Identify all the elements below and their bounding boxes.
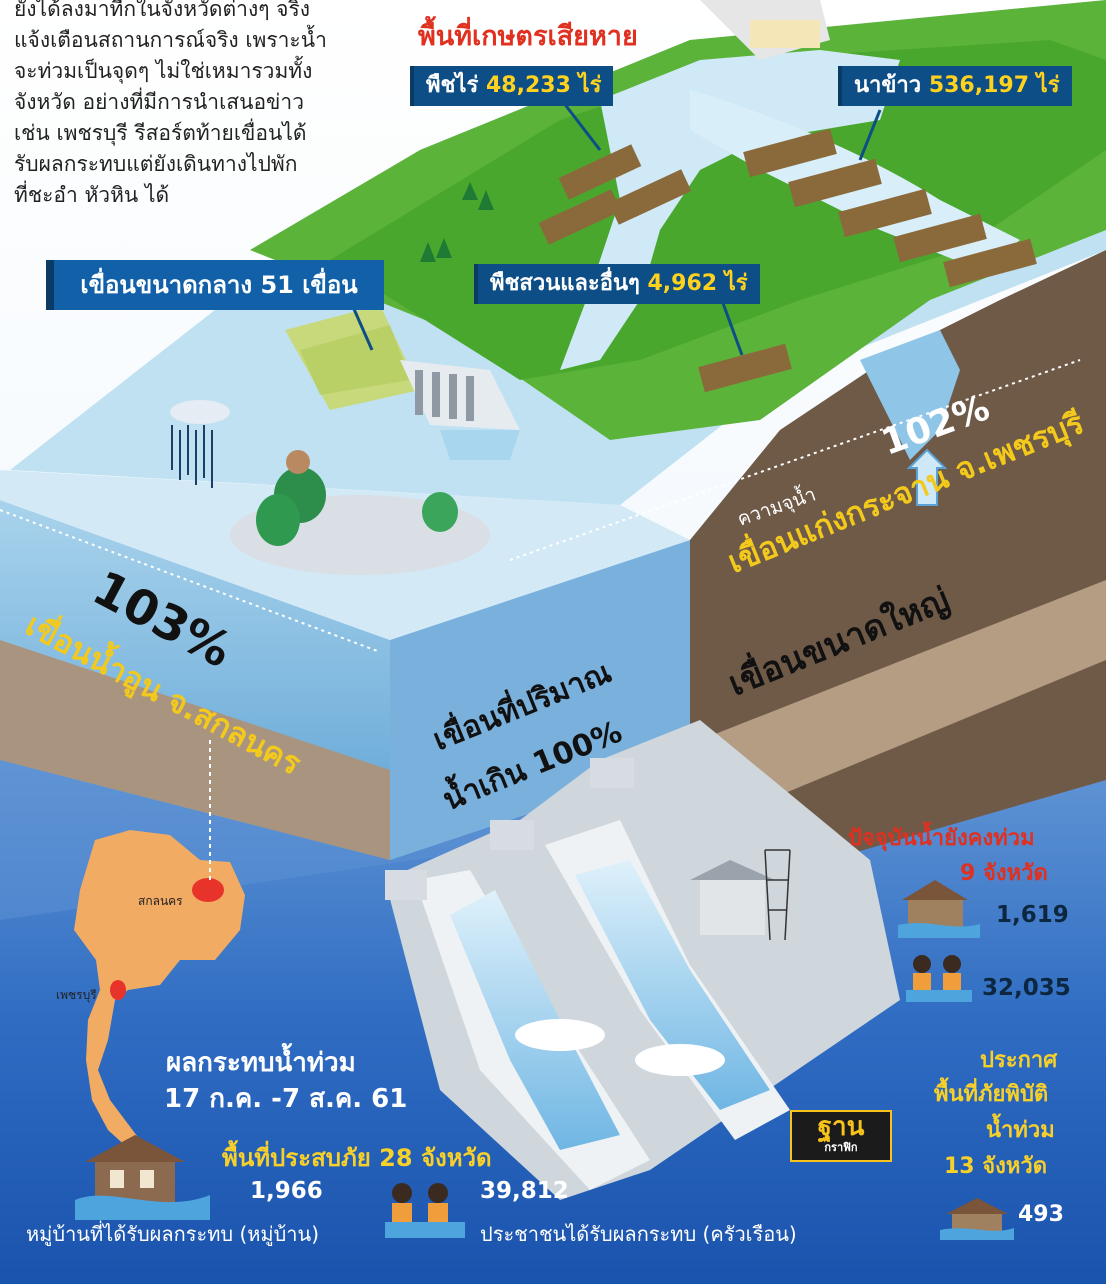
logo-sub: กราฟิก — [824, 1141, 858, 1154]
impact-title: ผลกระทบน้ำท่วม — [166, 1048, 356, 1078]
households-label: ประชาชนได้รับผลกระทบ (ครัวเรือน) — [480, 1222, 797, 1246]
current-houses-value: 1,619 — [996, 902, 1069, 928]
orchard-value: 4,962 ไร่ — [647, 271, 748, 296]
agri-damage-heading: พื้นที่เกษตรเสียหาย — [418, 21, 638, 52]
intro-line: เช่น เพชรบุรี รีสอร์ตท้ายเขื่อนได้ — [14, 121, 307, 145]
field-crops-value: 48,233 ไร่ — [486, 73, 602, 98]
declared-line4: 13 จังหวัด — [944, 1154, 1048, 1179]
thansettakij-logo: ฐาน กราฟิก — [790, 1110, 892, 1162]
intro-line: แจ้งเตือนสถานการณ์จริง เพราะน้ำ — [14, 28, 327, 52]
field-crops-tag: พืชไร่ 48,233 ไร่ — [410, 66, 614, 106]
rice-value: 536,197 ไร่ — [928, 73, 1060, 98]
rice-tag: นาข้าว 536,197 ไร่ — [838, 66, 1072, 106]
orchard-tag: พืชสวนและอื่นๆ 4,962 ไร่ — [474, 264, 760, 304]
households-value: 39,812 — [480, 1178, 569, 1204]
map-label-phetchaburi: เพชรบุรี — [56, 988, 97, 1002]
intro-line: จังหวัด อย่างที่มีการนำเสนอข่าว — [14, 90, 304, 114]
field-crops-label: พืชไร่ — [426, 73, 479, 98]
logo-main: ฐาน — [817, 1112, 865, 1142]
declared-line2: พื้นที่ภัยพิบัติ — [934, 1082, 1049, 1107]
impact-date: 17 ก.ค. -7 ส.ค. 61 — [164, 1084, 408, 1114]
declared-line3: น้ำท่วม — [986, 1118, 1055, 1143]
current-people-value: 32,035 — [982, 975, 1071, 1001]
impact-provinces: พื้นที่ประสบภัย 28 จังหวัด — [222, 1144, 492, 1172]
intro-paragraph: ยังได้ลงมาทีกในจังหวัดต่างๆ จริง แจ้งเตื… — [14, 0, 344, 211]
current-flood-count: 9 จังหวัด — [960, 861, 1048, 886]
rice-label: นาข้าว — [854, 73, 922, 98]
current-flood-heading: ปัจจุบันน้ำยังคงท่วม — [848, 826, 1035, 851]
orchard-label: พืชสวนและอื่นๆ — [490, 271, 640, 296]
declared-line1: ประกาศ — [980, 1048, 1058, 1073]
declared-houses-value: 493 — [1018, 1202, 1064, 1227]
medium-dams-tag: เขื่อนขนาดกลาง 51 เขื่อน — [46, 260, 384, 310]
intro-line: รับผลกระทบแต่ยังเดินทางไปพัก — [14, 152, 298, 176]
intro-line: จะท่วมเป็นจุดๆ ไม่ใช่เหมารวมทั้ง — [14, 59, 313, 83]
villages-label: หมู่บ้านที่ได้รับผลกระทบ (หมู่บ้าน) — [26, 1222, 320, 1246]
villages-value: 1,966 — [250, 1178, 323, 1204]
intro-line: ที่ชะอำ หัวหิน ได้ — [14, 183, 170, 207]
map-label-sakon: สกลนคร — [138, 894, 183, 908]
intro-line: ยังได้ลงมาทีกในจังหวัดต่างๆ จริง — [14, 0, 310, 21]
